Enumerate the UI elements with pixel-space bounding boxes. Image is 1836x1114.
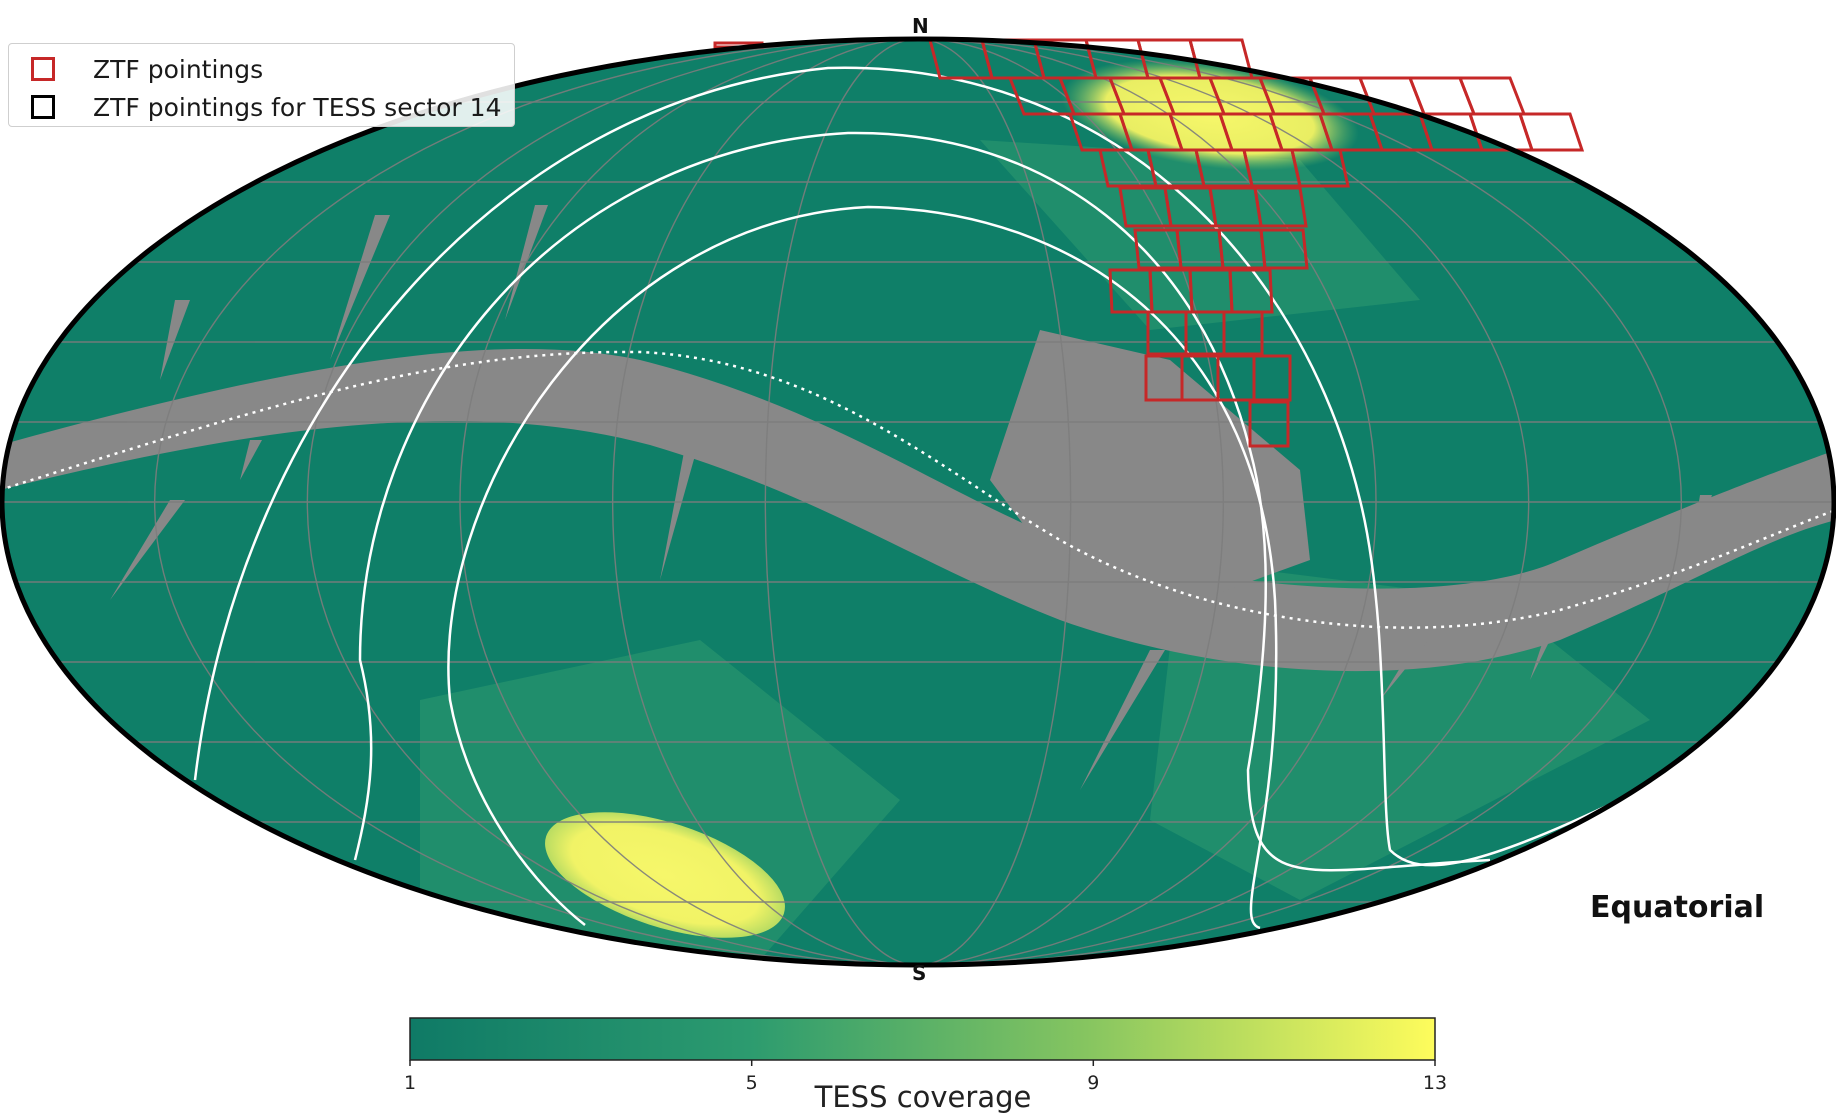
legend-item-ztf-pointings: ZTF pointings [31,53,263,85]
colorbar [409,1017,1436,1066]
secondary-coverage-patches [420,140,1650,960]
colorbar-tick-label: 9 [1087,1072,1100,1094]
ztf-field-outline [1407,76,1477,116]
grid-meridian [153,39,1683,965]
ecliptic-dotted-line [2,350,1834,629]
colorbar-title: TESS coverage [814,1080,1032,1114]
legend-label: ZTF pointings for TESS sector 14 [93,92,502,122]
grid-meridian [611,39,1225,965]
grid-meridian [306,39,1530,965]
grid-meridian [459,39,1377,965]
north-pole-label: N [912,14,929,38]
coordinate-grid [2,39,1834,965]
map-legend: ZTF pointings ZTF pointings for TESS sec… [8,43,515,127]
red-square-icon [31,57,55,81]
legend-label: ZTF pointings [93,54,264,84]
ztf-field-outline [1228,268,1274,314]
colorbar-gradient [409,1017,1436,1061]
coverage-layer [2,39,1834,965]
projection-label: Equatorial [1590,890,1765,925]
ztf-pointings [713,38,1585,448]
ztf-field-outline [1222,310,1264,356]
black-square-icon [31,95,55,119]
ztf-field-outline [1252,354,1292,402]
ztf-field-outline [1259,228,1309,270]
legend-item-ztf-tess-sector-14: ZTF pointings for TESS sector 14 [31,91,501,123]
gap-spikes [110,205,1712,790]
ecliptic-gap-band [2,349,1834,672]
ztf-field-outline [1248,400,1290,448]
map-boundary [0,36,1836,968]
ztf-field-outline [1457,76,1527,116]
ztf-field-outline [1290,148,1350,188]
colorbar-tick-label: 13 [1422,1072,1448,1094]
south-pole-label: S [912,961,927,985]
ztf-field-outline [1253,186,1308,228]
grid-meridian [764,39,1072,965]
colorbar-tick-label: 1 [403,1072,417,1094]
south-ecliptic-pole-hotspot [545,812,785,938]
colorbar-tick-label: 5 [745,1072,758,1094]
ztf-field-outline [1517,112,1585,152]
